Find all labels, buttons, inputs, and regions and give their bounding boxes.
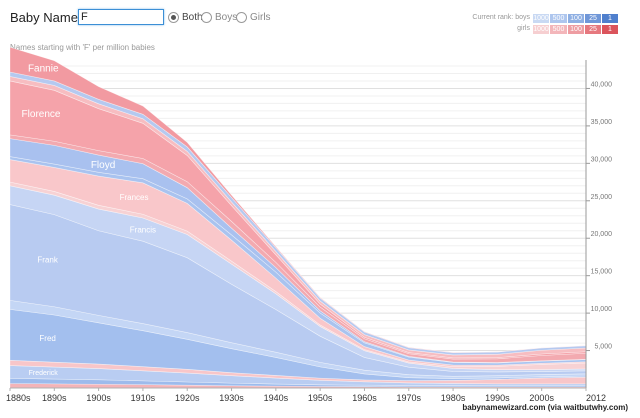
rank-box-girls-1000: 1000 [533, 25, 549, 34]
series-label-frank: Frank [37, 255, 58, 264]
series-label-florence: Florence [22, 109, 61, 120]
rank-box-boys-500: 500 [550, 14, 567, 23]
x-tick-label: 1910s [131, 393, 156, 403]
x-tick-label: 1960s [352, 393, 377, 403]
toolbar: Baby Name > Both Boys Girls Current rank… [0, 0, 640, 36]
y-tick-label: 5,000 [594, 344, 612, 351]
radio-both-dot[interactable] [168, 12, 179, 23]
x-tick-label: 1950s [308, 393, 333, 403]
rank-box-boys-1000: 1000 [533, 14, 549, 23]
radio-boys-dot[interactable] [201, 12, 212, 23]
rank-box-girls-1: 1 [602, 25, 618, 34]
rank-box-boys-100: 100 [568, 14, 584, 23]
y-tick-label: 20,000 [591, 231, 613, 238]
y-tick-label: 10,000 [591, 306, 613, 313]
source-credit: babynamewizard.com (via waitbutwhy.com) [462, 403, 628, 412]
y-tick-label: 40,000 [591, 81, 613, 88]
radio-girls[interactable]: Girls [236, 12, 271, 23]
x-tick-label: 2012 [586, 393, 606, 403]
y-tick-label: 25,000 [591, 194, 613, 201]
radio-both-label: Both [182, 12, 203, 23]
rank-box-girls-100: 100 [568, 25, 584, 34]
y-tick-label: 15,000 [591, 269, 613, 276]
x-tick-label: 1900s [86, 393, 111, 403]
rank-box-girls-500: 500 [550, 25, 567, 34]
series-label-fannie: Fannie [28, 64, 59, 75]
y-tick-label: 30,000 [591, 156, 613, 163]
rank-box-girls-25: 25 [585, 25, 601, 34]
series-label-fred: Fred [39, 334, 55, 343]
x-tick-label: 1940s [264, 393, 289, 403]
rank-box-boys-1: 1 [602, 14, 618, 23]
x-tick-label: 1920s [175, 393, 200, 403]
y-tick-label: 35,000 [591, 119, 613, 126]
name-search-input[interactable] [78, 9, 164, 25]
x-tick-label: 1990s [485, 393, 510, 403]
baby-name-label: Baby Name > [10, 10, 90, 25]
radio-boys[interactable]: Boys [201, 12, 237, 23]
x-tick-label: 2000s [529, 393, 554, 403]
radio-both[interactable]: Both [168, 12, 203, 23]
series-label-frances: Frances [120, 193, 149, 202]
series-label-francis: Francis [130, 225, 156, 234]
series-label-frederick: Frederick [29, 370, 59, 377]
series-label-floyd: Floyd [91, 160, 115, 171]
x-tick-label: 1930s [219, 393, 244, 403]
x-tick-label: 1880s [6, 393, 31, 403]
radio-boys-label: Boys [215, 12, 238, 23]
chart-subtitle: Names starting with 'F' per million babi… [10, 43, 155, 52]
x-tick-label: 1970s [397, 393, 422, 403]
girls-rank-label: girls [517, 25, 530, 32]
x-tick-label: 1980s [441, 393, 466, 403]
radio-girls-label: Girls [250, 12, 271, 23]
radio-girls-dot[interactable] [236, 12, 247, 23]
boys-rank-label: Current rank: boys [472, 14, 530, 21]
rank-box-boys-25: 25 [585, 14, 601, 23]
x-tick-label: 1890s [42, 393, 67, 403]
